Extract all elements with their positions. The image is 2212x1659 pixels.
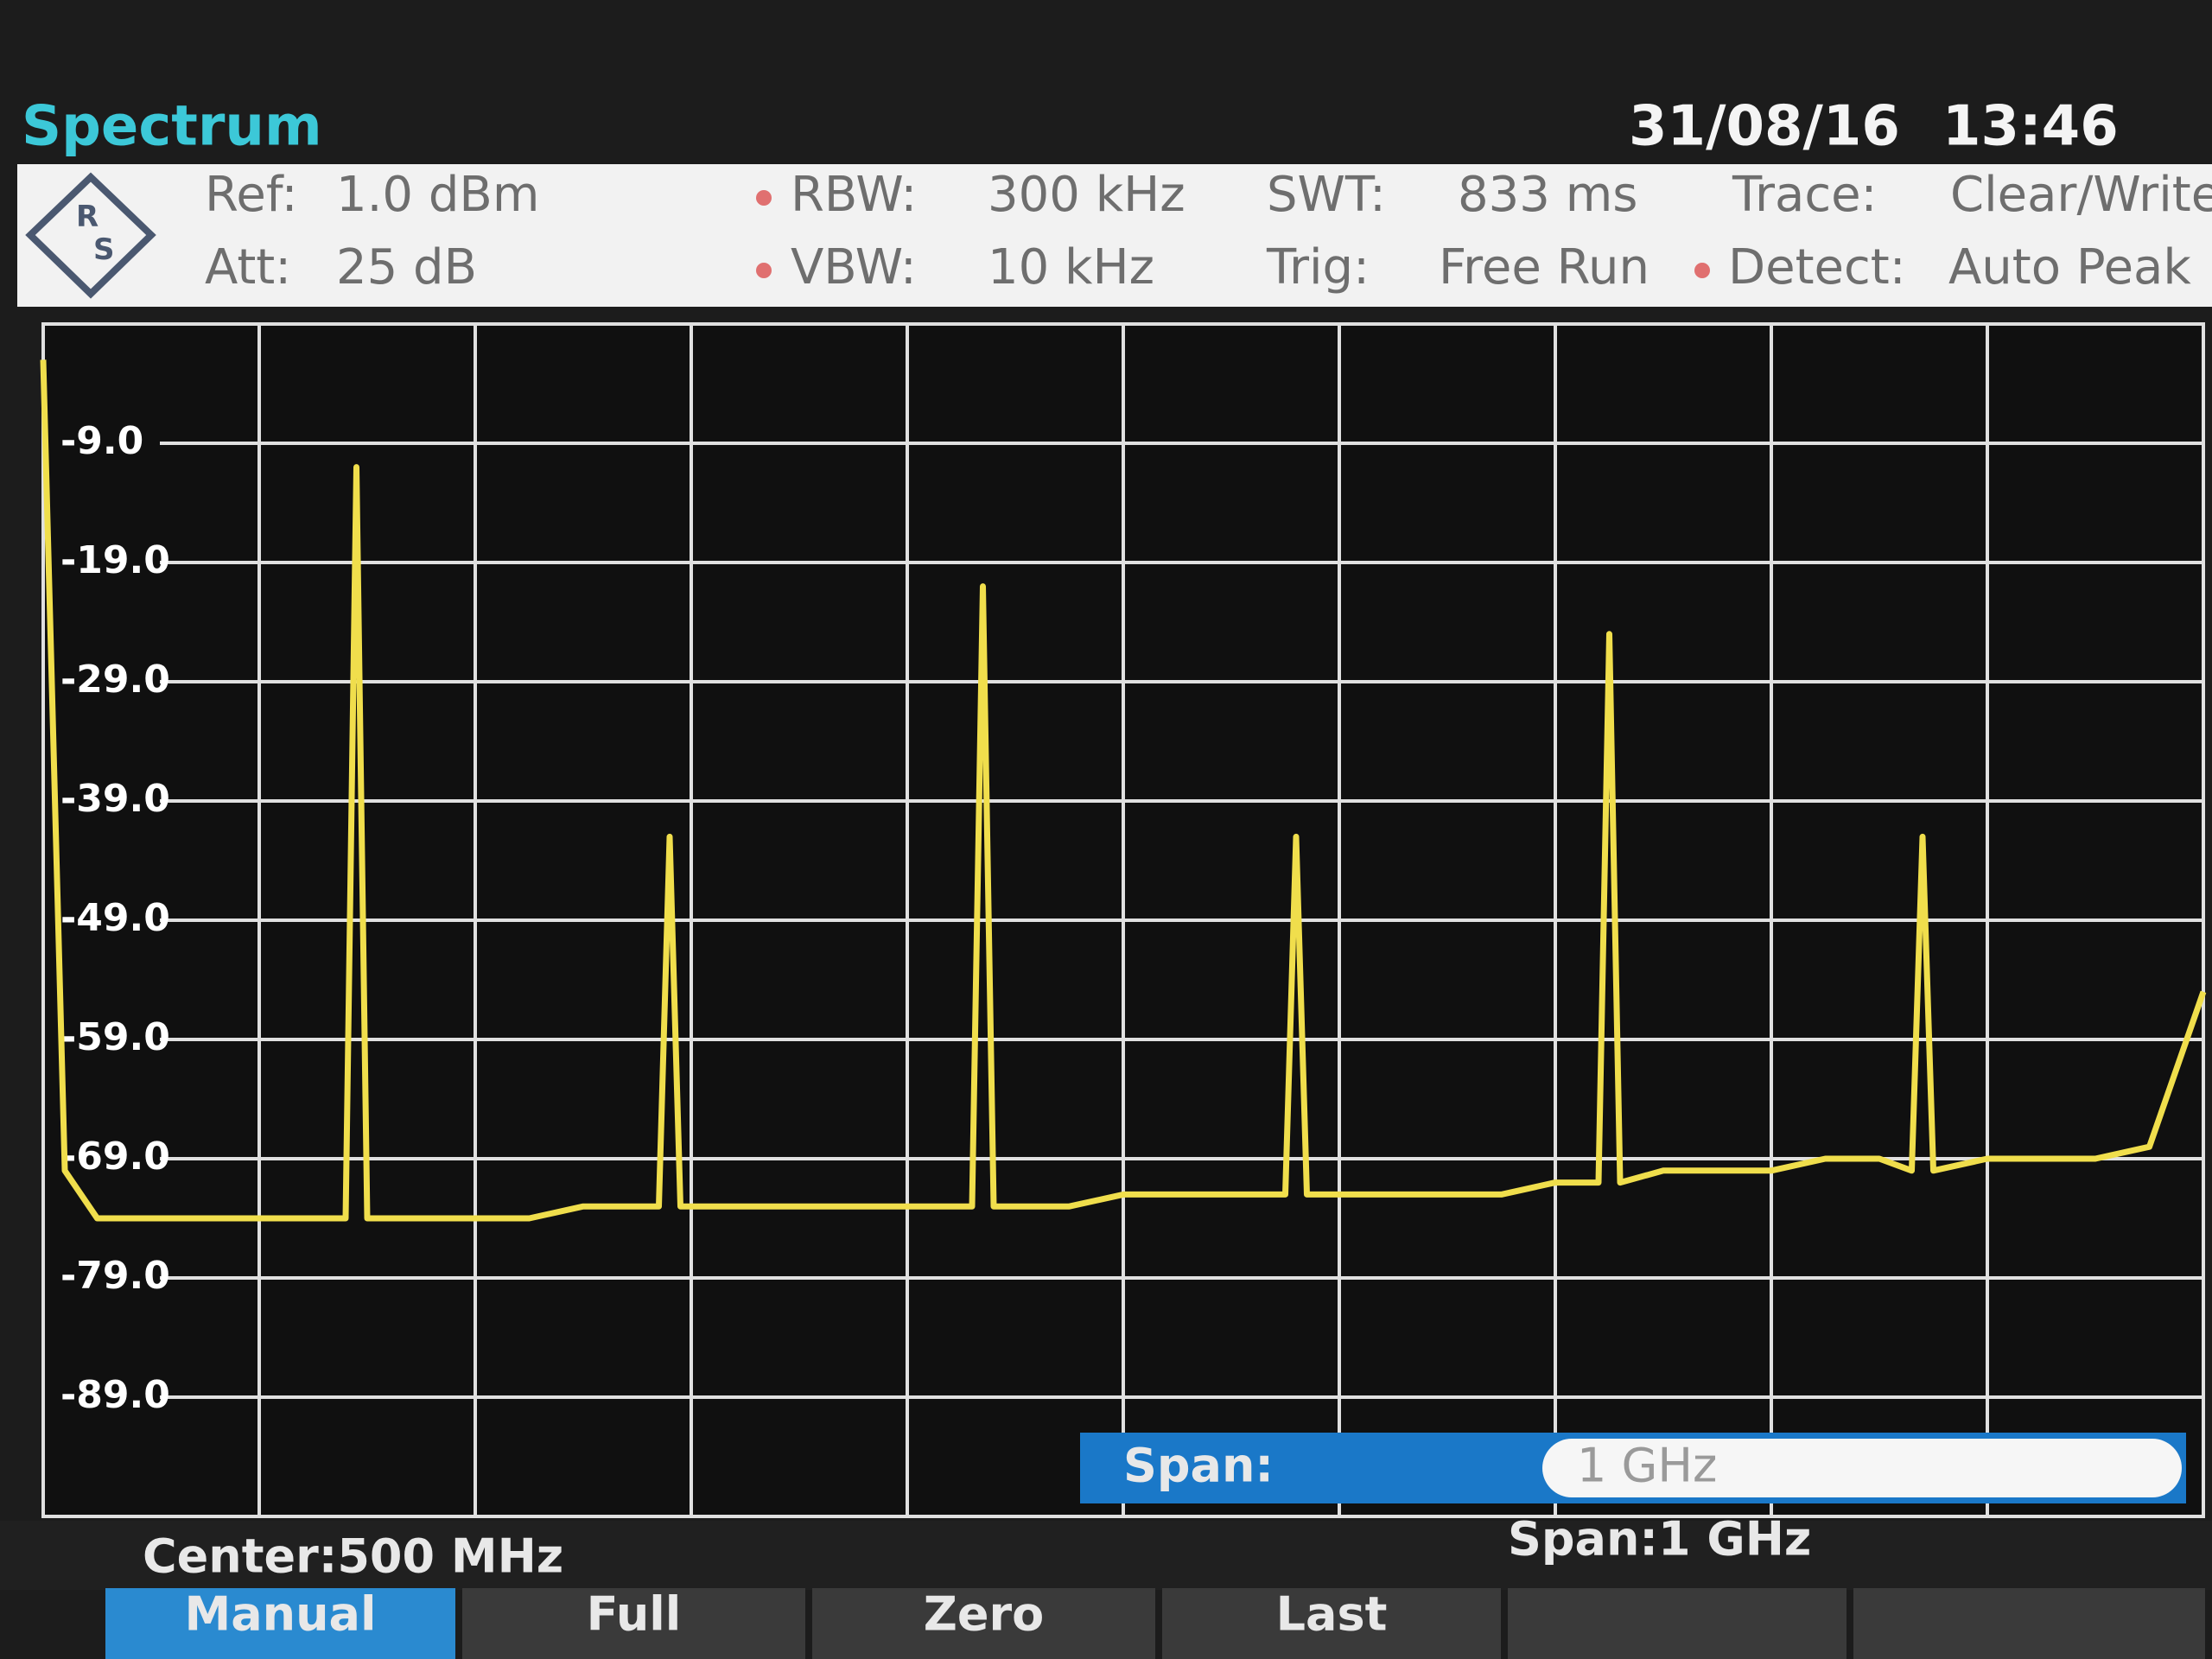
swt-value: 833 ms — [1458, 167, 1637, 223]
plot: -9.0 -19.0 -29.0 -39.0 -49.0 -59.0 -69.0 -79.0 -… — [40, 324, 2207, 1516]
center-frequency: Center:500 MHz — [143, 1529, 563, 1584]
indicator-dot — [756, 263, 772, 278]
trace-label: Trace: — [1732, 167, 1877, 223]
y-tick-label: -89.0 — [60, 1373, 170, 1417]
detect-value: Auto Peak — [1948, 239, 2191, 296]
svg-text:S: S — [93, 232, 115, 267]
trig-value: Free Run — [1439, 239, 1649, 296]
time: 13:46 — [1942, 95, 2119, 159]
y-tick-label: -9.0 — [60, 419, 143, 463]
mode-title: Spectrum — [22, 95, 322, 159]
softkey[interactable] — [1162, 1588, 1501, 1659]
y-tick-label: -59.0 — [60, 1015, 170, 1059]
y-tick-label: -69.0 — [60, 1135, 170, 1179]
softkey-label[interactable]: Manual — [184, 1587, 376, 1642]
y-tick-label: -49.0 — [60, 896, 170, 940]
att-label: Att: — [205, 239, 291, 296]
span-dialog-value[interactable]: 1 GHz — [1577, 1439, 1717, 1493]
status-bar — [0, 1521, 2212, 1590]
y-tick-label: -79.0 — [60, 1254, 170, 1298]
trace-value: Clear/Write — [1950, 167, 2212, 223]
softkey[interactable] — [1508, 1588, 1847, 1659]
detect-label: Detect: — [1728, 239, 1906, 296]
trig-label: Trig: — [1266, 239, 1370, 296]
y-tick-label: -39.0 — [60, 777, 170, 821]
ref-label: Ref: — [205, 167, 297, 223]
rbw-value: 300 kHz — [988, 167, 1185, 223]
span-status: Span:1 GHz — [1508, 1512, 1811, 1567]
span-dialog-label: Span: — [1123, 1439, 1274, 1493]
softkey-label[interactable]: Zero — [924, 1587, 1045, 1642]
softkey[interactable] — [1853, 1588, 2205, 1659]
indicator-dot — [756, 190, 772, 206]
rbw-label: RBW: — [791, 167, 917, 223]
softkey[interactable] — [462, 1588, 805, 1659]
vbw-value: 10 kHz — [988, 239, 1154, 296]
softkey-label[interactable]: Full — [587, 1587, 682, 1642]
softkey-bar: Manual Full Zero Last — [105, 1587, 2205, 1659]
softkey[interactable] — [812, 1588, 1155, 1659]
vbw-label: VBW: — [791, 239, 917, 296]
date: 31/08/16 — [1629, 95, 1900, 159]
swt-label: SWT: — [1267, 167, 1386, 223]
info-band — [17, 164, 2212, 307]
ref-value: 1.0 dBm — [336, 167, 539, 223]
softkey[interactable] — [105, 1588, 455, 1659]
span-dialog: Span: 1 GHz — [1080, 1433, 2186, 1503]
softkey-label[interactable]: Last — [1276, 1587, 1388, 1642]
logo: R S — [25, 172, 156, 299]
att-value: 25 dB — [336, 239, 477, 296]
y-tick-label: -19.0 — [60, 538, 170, 582]
spectrum-trace — [40, 359, 2207, 1222]
svg-text:R: R — [76, 200, 99, 234]
indicator-dot — [1694, 263, 1710, 278]
y-tick-label: -29.0 — [60, 658, 170, 702]
